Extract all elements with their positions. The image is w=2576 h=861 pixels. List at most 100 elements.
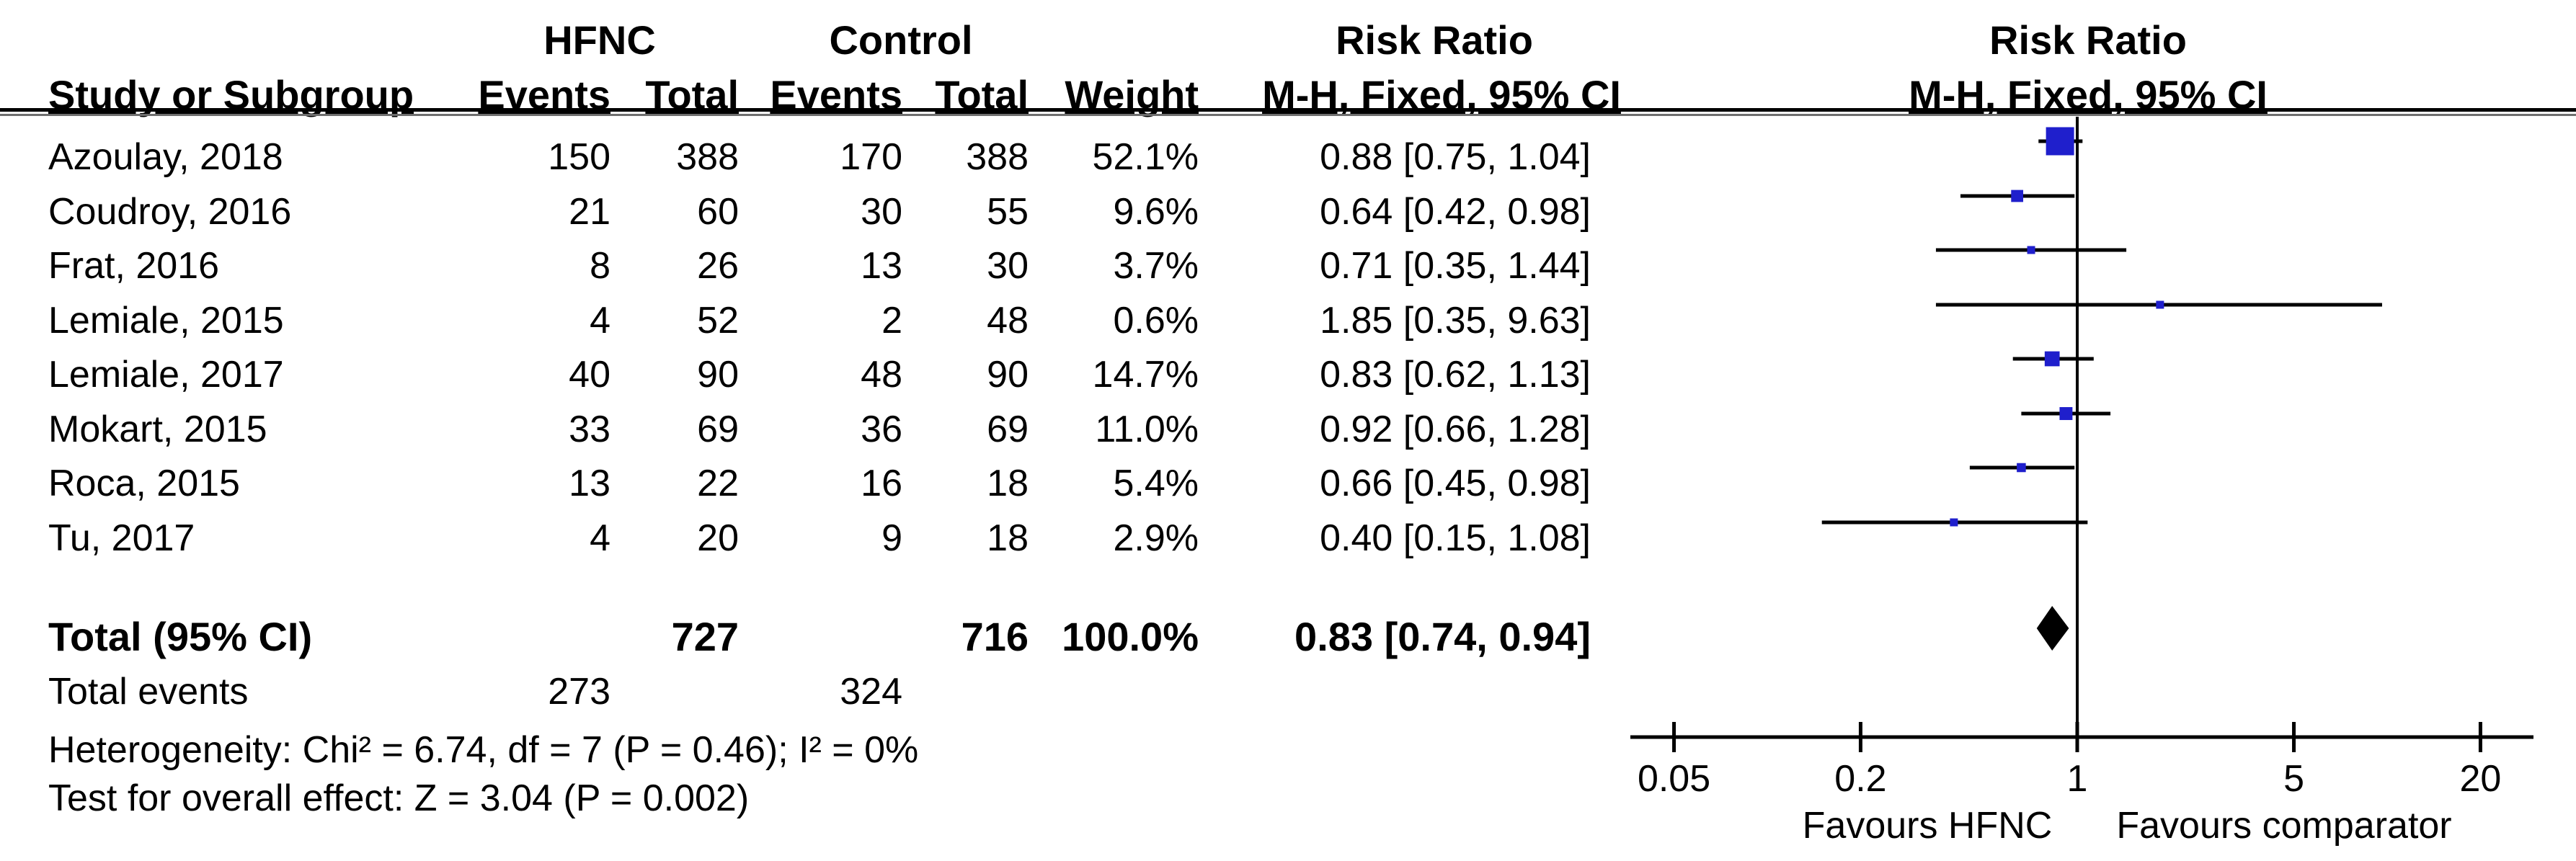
- study-marker: [2027, 246, 2035, 254]
- control-total-value: 18: [987, 463, 1029, 504]
- total-weight: 100.0%: [1062, 614, 1199, 659]
- control-events-value: 2: [881, 300, 902, 342]
- study-name: Tu, 2017: [48, 517, 195, 559]
- weight-value: 14.7%: [1092, 354, 1199, 396]
- study-marker: [2046, 127, 2074, 156]
- hfnc-events-value: 150: [548, 136, 610, 178]
- risk-ratio-column-title: Risk Ratio: [1336, 17, 1533, 63]
- axis-tick-label: 0.05: [1638, 758, 1710, 800]
- weight-value: 9.6%: [1113, 191, 1199, 233]
- risk-ratio-ci-value: 0.92 [0.66, 1.28]: [1320, 409, 1591, 450]
- control-total-value: 388: [966, 136, 1029, 178]
- hfnc-total-value: 20: [697, 517, 739, 559]
- axis-tick-label: 5: [2283, 758, 2304, 800]
- study-marker: [2156, 300, 2164, 309]
- weight-value: 2.9%: [1113, 517, 1199, 559]
- study-marker: [2059, 407, 2073, 420]
- study-name: Mokart, 2015: [48, 409, 267, 450]
- weight-value: 11.0%: [1095, 409, 1199, 450]
- hfnc-events-value: 13: [569, 463, 610, 504]
- hfnc-events-value: 33: [569, 409, 610, 450]
- risk-ratio-ci-value: 0.66 [0.45, 0.98]: [1320, 463, 1591, 504]
- risk-ratio-ci-value: 0.88 [0.75, 1.04]: [1320, 136, 1591, 178]
- total-label: Total (95% CI): [48, 614, 313, 659]
- control-events-value: 9: [881, 517, 902, 559]
- hfnc-events-value: 8: [590, 245, 610, 287]
- study-marker: [2044, 351, 2060, 367]
- favours-left-label: Favours HFNC: [1803, 805, 2053, 847]
- overall-effect-text: Test for overall effect: Z = 3.04 (P = 0…: [48, 777, 750, 819]
- header-rule: [0, 108, 2576, 116]
- study-row: Lemiale, 2017 40 90 48 90 14.7% 0.83 [0.…: [0, 356, 2576, 399]
- control-events-value: 36: [861, 409, 902, 450]
- study-row: Frat, 2016 8 26 13 30 3.7% 0.71 [0.35, 1…: [0, 247, 2576, 290]
- total-events-hfnc: 273: [548, 671, 610, 713]
- study-row: Azoulay, 2018 150 388 170 388 52.1% 0.88…: [0, 138, 2576, 182]
- risk-ratio-ci-value: 1.85 [0.35, 9.63]: [1320, 300, 1591, 342]
- risk-ratio-ci-value: 0.71 [0.35, 1.44]: [1320, 245, 1591, 287]
- study-marker: [1950, 518, 1958, 527]
- hfnc-events-value: 40: [569, 354, 610, 396]
- control-events-value: 30: [861, 191, 902, 233]
- heterogeneity-text: Heterogeneity: Chi² = 6.74, df = 7 (P = …: [48, 729, 919, 771]
- control-total-value: 30: [987, 245, 1029, 287]
- control-events-value: 48: [861, 354, 902, 396]
- study-row: Roca, 2015 13 22 16 18 5.4% 0.66 [0.45, …: [0, 465, 2576, 508]
- risk-ratio-ci-value: 0.40 [0.15, 1.08]: [1320, 517, 1591, 559]
- control-total-value: 18: [987, 517, 1029, 559]
- risk-ratio-ci-value: 0.64 [0.42, 0.98]: [1320, 191, 1591, 233]
- study-row: Tu, 2017 4 20 9 18 2.9% 0.40 [0.15, 1.08…: [0, 519, 2576, 563]
- study-row: Lemiale, 2015 4 52 2 48 0.6% 1.85 [0.35,…: [0, 302, 2576, 345]
- study-name: Coudroy, 2016: [48, 191, 292, 233]
- hfnc-total-value: 26: [697, 245, 739, 287]
- overall-effect-row: Test for overall effect: Z = 3.04 (P = 0…: [0, 780, 2576, 823]
- control-total-value: 69: [987, 409, 1029, 450]
- total-hfnc-n: 727: [671, 614, 739, 659]
- group1-header: HFNC: [543, 17, 656, 63]
- hfnc-total-value: 52: [697, 300, 739, 342]
- total-row: Total (95% CI) 727 716 100.0% 0.83 [0.74…: [0, 616, 2576, 659]
- control-events-value: 13: [861, 245, 902, 287]
- axis-tick-label: 1: [2067, 758, 2088, 800]
- total-events-control: 324: [840, 671, 902, 713]
- study-marker: [2011, 189, 2024, 202]
- risk-ratio-plot-title: Risk Ratio: [1989, 17, 2187, 63]
- hfnc-events-value: 4: [590, 300, 610, 342]
- weight-value: 52.1%: [1092, 136, 1199, 178]
- axis-tick-label: 20: [2460, 758, 2502, 800]
- hfnc-total-value: 22: [697, 463, 739, 504]
- study-name: Lemiale, 2015: [48, 300, 284, 342]
- weight-value: 5.4%: [1113, 463, 1199, 504]
- hfnc-total-value: 90: [697, 354, 739, 396]
- control-events-value: 170: [840, 136, 902, 178]
- hfnc-events-value: 21: [569, 191, 610, 233]
- total-rr-ci: 0.83 [0.74, 0.94]: [1294, 614, 1591, 659]
- heterogeneity-row: Heterogeneity: Chi² = 6.74, df = 7 (P = …: [0, 731, 2576, 775]
- study-name: Roca, 2015: [48, 463, 240, 504]
- control-total-value: 55: [987, 191, 1029, 233]
- favours-right-label: Favours comparator: [2116, 805, 2451, 847]
- control-events-value: 16: [861, 463, 902, 504]
- risk-ratio-ci-value: 0.83 [0.62, 1.13]: [1320, 354, 1591, 396]
- study-name: Lemiale, 2017: [48, 354, 284, 396]
- study-name: Frat, 2016: [48, 245, 220, 287]
- hfnc-total-value: 60: [697, 191, 739, 233]
- control-total-value: 48: [987, 300, 1029, 342]
- hfnc-total-value: 69: [697, 409, 739, 450]
- axis-tick-label: 0.2: [1834, 758, 1886, 800]
- total-events-label: Total events: [48, 671, 249, 713]
- control-total-value: 90: [987, 354, 1029, 396]
- group2-header: Control: [829, 17, 973, 63]
- total-events-row: Total events 273 324: [0, 673, 2576, 716]
- weight-value: 3.7%: [1113, 245, 1199, 287]
- total-diamond: [2036, 606, 2069, 651]
- study-name: Azoulay, 2018: [48, 136, 283, 178]
- weight-value: 0.6%: [1113, 300, 1199, 342]
- study-marker: [2017, 463, 2026, 473]
- hfnc-events-value: 4: [590, 517, 610, 559]
- hfnc-total-value: 388: [676, 136, 739, 178]
- study-row: Coudroy, 2016 21 60 30 55 9.6% 0.64 [0.4…: [0, 193, 2576, 236]
- total-control-n: 716: [961, 614, 1029, 659]
